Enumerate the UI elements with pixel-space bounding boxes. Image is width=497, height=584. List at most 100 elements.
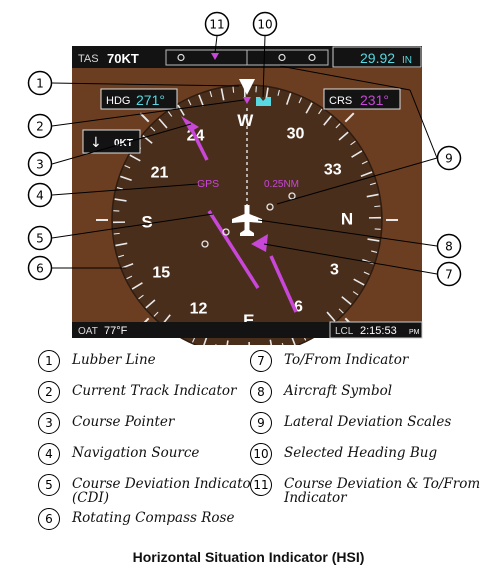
compass-labels: W3033N36E1215S2124 xyxy=(141,111,353,330)
callout-number: 10 xyxy=(257,18,272,32)
compass-tick xyxy=(361,160,368,165)
legend-label: Lateral Deviation Scales xyxy=(284,414,452,430)
compass-tick xyxy=(198,94,205,107)
lcl-suffix: PM xyxy=(409,329,420,336)
legend-label: Rotating Compass Rose xyxy=(72,510,235,526)
compass-tick xyxy=(335,123,341,129)
legend-number: 9 xyxy=(250,412,272,434)
compass-tick xyxy=(326,311,336,322)
callout-number: 5 xyxy=(36,232,44,246)
legend-number: 7 xyxy=(250,350,272,372)
compass-tick xyxy=(121,262,134,269)
compass-tick xyxy=(265,87,269,100)
callout-number: 9 xyxy=(445,152,453,166)
compass-tick xyxy=(150,126,156,132)
legend-label: Navigation Source xyxy=(72,445,200,461)
figure-caption: Horizontal Situation Indicator (HSI) xyxy=(132,549,365,565)
compass-tick xyxy=(341,296,352,305)
lateral-deviation-dot xyxy=(222,228,230,236)
lateral-deviation-dot xyxy=(288,192,296,200)
compass-tick xyxy=(281,342,284,345)
callout-number: 3 xyxy=(36,158,44,172)
compass-tick xyxy=(131,282,143,290)
lateral-deviation-dot xyxy=(201,240,209,248)
compass-label: 33 xyxy=(324,161,342,178)
compass-tick xyxy=(367,238,380,242)
wind-box xyxy=(82,129,141,154)
callout-circle xyxy=(436,233,462,259)
compass-tick xyxy=(177,104,185,116)
compass-tick xyxy=(352,291,359,296)
compass-label: 6 xyxy=(294,299,303,316)
callout-circle xyxy=(436,145,462,171)
compass-label: W xyxy=(237,111,254,130)
top-deviation-indicator xyxy=(211,53,219,60)
callout-number: 6 xyxy=(36,262,44,276)
callout-circle xyxy=(27,151,53,177)
lcl-value: 2:15:53 xyxy=(360,325,397,337)
legend-number: 1 xyxy=(38,350,60,372)
compass-tick xyxy=(323,115,332,126)
compass-tick xyxy=(350,140,356,146)
legend-number: 4 xyxy=(38,443,60,465)
callout-markers: 1 2 3 4 5 6 7 8 9 10 11 xyxy=(27,11,462,287)
legend-item: 5 Course Deviation Indicator (CDI) xyxy=(38,474,257,505)
compass-tick xyxy=(124,164,131,169)
tas-label: TAS xyxy=(78,53,99,65)
compass-tick xyxy=(353,278,365,286)
compass-tick xyxy=(209,91,213,98)
legend-item: 10 Selected Heading Bug xyxy=(250,443,437,465)
legend-item: 8 Aircraft Symbol xyxy=(250,381,392,403)
compass-tick xyxy=(145,299,156,309)
deviation-dot xyxy=(278,53,286,62)
navigation-source: GPS xyxy=(197,178,219,190)
selected-heading-bug xyxy=(256,97,271,106)
crs-box xyxy=(323,88,401,110)
legend-number: 11 xyxy=(250,474,272,496)
legend-label: Course Pointer xyxy=(72,414,175,430)
legend-number: 8 xyxy=(250,381,272,403)
deviation-dot xyxy=(308,53,316,62)
legend-item: 1 Lubber Line xyxy=(38,350,156,372)
hsi-diagram: TAS 70KT 29.92 IN W3033N36E1215S2124 HDG… xyxy=(27,11,462,345)
compass-tick xyxy=(187,99,192,106)
compass-label: 15 xyxy=(152,265,170,282)
callout-circle xyxy=(204,11,230,37)
callout-number: 2 xyxy=(36,120,44,134)
callout-circle xyxy=(436,261,462,287)
legend-number: 5 xyxy=(38,474,60,496)
legend-item: 2 Current Track Indicator xyxy=(38,381,236,403)
compass-label: N xyxy=(341,209,353,228)
course-deviation-indicator xyxy=(207,210,260,289)
compass-tick xyxy=(158,118,168,129)
legend-label: Current Track Indicator xyxy=(72,383,237,399)
hdg-value: 271° xyxy=(136,92,165,108)
lateral-deviation-dot xyxy=(266,203,274,211)
baro-value: 29.92 xyxy=(360,50,395,66)
compass-tick xyxy=(126,275,133,280)
callout-number: 4 xyxy=(36,189,44,203)
legend-item: 6 Rotating Compass Rose xyxy=(38,508,234,530)
compass-tick xyxy=(338,131,349,141)
lcl-box xyxy=(329,321,423,339)
legend-item: 11 Course Deviation & To/From Indicator xyxy=(250,474,480,505)
compass-label: 3 xyxy=(330,261,339,278)
compass-tick xyxy=(366,193,379,198)
legend-label: Aircraft Symbol xyxy=(284,383,393,399)
compass-tick xyxy=(269,339,273,345)
compass-label: E xyxy=(243,311,254,330)
compass-tick xyxy=(360,171,373,178)
callout-number: 7 xyxy=(445,268,453,282)
compass-tick xyxy=(115,242,128,247)
legend-label: Course Deviation Indicator (CDI) xyxy=(72,476,258,506)
callout-number: 8 xyxy=(445,240,453,254)
callout-number: 1 xyxy=(36,77,44,91)
callout-leader-lines xyxy=(51,35,438,275)
legend-item: 7 To/From Indicator xyxy=(250,350,408,372)
legend-label: To/From Indicator xyxy=(284,352,409,368)
compass-label: 12 xyxy=(190,300,208,317)
compass-tick xyxy=(120,175,132,182)
hdg-label: HDG xyxy=(106,95,130,107)
compass-tick xyxy=(232,86,235,93)
legend-item: 3 Course Pointer xyxy=(38,412,174,434)
